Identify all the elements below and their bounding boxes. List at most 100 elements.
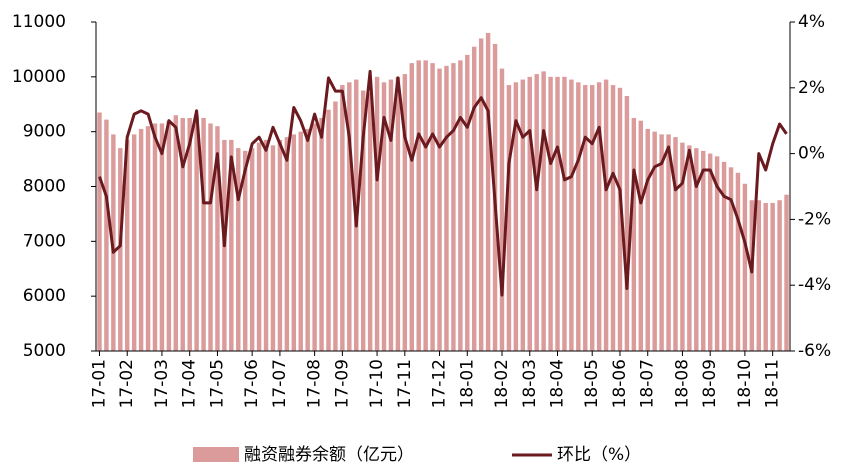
bar xyxy=(610,85,616,351)
bar xyxy=(603,79,609,351)
bar xyxy=(777,200,782,351)
bar xyxy=(298,131,303,351)
x-tick-label: 18-03 xyxy=(520,359,540,408)
y-tick-label: 7000 xyxy=(23,231,66,251)
bar xyxy=(596,82,602,352)
bar xyxy=(721,161,727,351)
bar xyxy=(680,142,685,351)
bar xyxy=(284,137,290,351)
bar xyxy=(499,68,505,351)
bar xyxy=(617,87,623,352)
bar xyxy=(659,134,664,351)
bar xyxy=(152,123,158,351)
bar xyxy=(485,32,491,351)
bar xyxy=(291,134,297,351)
bar xyxy=(166,120,172,351)
bar xyxy=(763,202,768,351)
bar xyxy=(666,134,671,351)
bar xyxy=(728,167,734,351)
bar xyxy=(534,74,539,351)
x-tick-label: 18-06 xyxy=(610,359,630,408)
bar xyxy=(249,148,255,351)
x-tick-label: 17-05 xyxy=(207,359,227,408)
bar xyxy=(624,96,630,352)
x-tick-label: 17-01 xyxy=(89,359,109,408)
bar xyxy=(118,148,123,351)
bar xyxy=(527,76,532,351)
bar xyxy=(589,85,595,351)
x-tick-label: 17-11 xyxy=(395,359,415,408)
y2-tick-label: -4% xyxy=(798,275,831,295)
bar xyxy=(583,85,588,351)
bar xyxy=(242,150,248,351)
bar xyxy=(784,194,789,351)
x-tick-label: 18-10 xyxy=(735,359,755,408)
bar xyxy=(201,117,206,351)
bar xyxy=(256,142,262,351)
y-tick-label: 8000 xyxy=(23,177,66,197)
bar xyxy=(360,90,366,352)
bar xyxy=(104,119,109,351)
bar xyxy=(756,200,761,351)
x-tick-label: 18-08 xyxy=(672,359,692,408)
bar xyxy=(701,150,706,351)
x-tick-label: 17-04 xyxy=(180,359,200,408)
bar xyxy=(208,123,213,351)
bar xyxy=(97,112,102,351)
bar xyxy=(478,38,484,351)
y2-tick-label: -2% xyxy=(798,209,831,229)
bar xyxy=(444,65,449,351)
bar xyxy=(326,109,331,351)
bar xyxy=(125,139,130,351)
bar xyxy=(333,101,338,351)
bar xyxy=(520,79,526,351)
y-tick-label: 9000 xyxy=(23,122,66,142)
bar xyxy=(770,202,775,351)
y2-tick-label: 0% xyxy=(798,144,825,164)
bar xyxy=(138,128,144,351)
bar xyxy=(687,145,692,351)
bar xyxy=(180,117,185,351)
bar xyxy=(236,148,241,351)
y-tick-label: 10000 xyxy=(12,67,66,87)
x-tick-label: 17-10 xyxy=(367,359,387,408)
bar xyxy=(576,82,581,352)
bar xyxy=(319,117,324,351)
bar xyxy=(194,115,199,351)
bar xyxy=(735,172,741,351)
bar xyxy=(131,134,137,351)
y2-tick-label: 2% xyxy=(798,78,825,98)
x-tick-label: 17-09 xyxy=(332,359,352,408)
bar xyxy=(215,126,220,351)
bar xyxy=(742,183,748,351)
bar xyxy=(749,200,755,351)
bar xyxy=(451,63,456,351)
bar xyxy=(263,139,269,351)
bar xyxy=(395,76,401,351)
bar xyxy=(562,76,567,351)
bar xyxy=(652,131,657,351)
y-tick-label: 5000 xyxy=(23,341,66,361)
x-tick-label: 18-04 xyxy=(548,359,568,408)
bar xyxy=(388,79,394,351)
x-tick-label: 18-05 xyxy=(582,359,602,408)
line xyxy=(98,69,788,297)
bar xyxy=(340,85,345,351)
y-tick-label: 11000 xyxy=(12,12,66,32)
x-tick-label: 17-07 xyxy=(270,359,290,408)
bar xyxy=(437,68,442,351)
x-tick-label: 17-12 xyxy=(430,359,450,408)
bar xyxy=(694,148,699,351)
legend-label: 环比（%） xyxy=(557,445,641,465)
x-tick-label: 18-02 xyxy=(492,359,512,408)
legend-swatch xyxy=(193,447,239,462)
bar xyxy=(458,60,463,352)
x-tick-label: 18-07 xyxy=(638,359,658,408)
bar xyxy=(312,123,317,351)
y-tick-label: 6000 xyxy=(23,286,66,306)
bar xyxy=(277,139,283,351)
bar xyxy=(673,137,678,351)
x-tick-label: 17-06 xyxy=(242,359,262,408)
bar xyxy=(187,117,192,351)
legend-label: 融资融券余额（亿元） xyxy=(244,445,414,465)
